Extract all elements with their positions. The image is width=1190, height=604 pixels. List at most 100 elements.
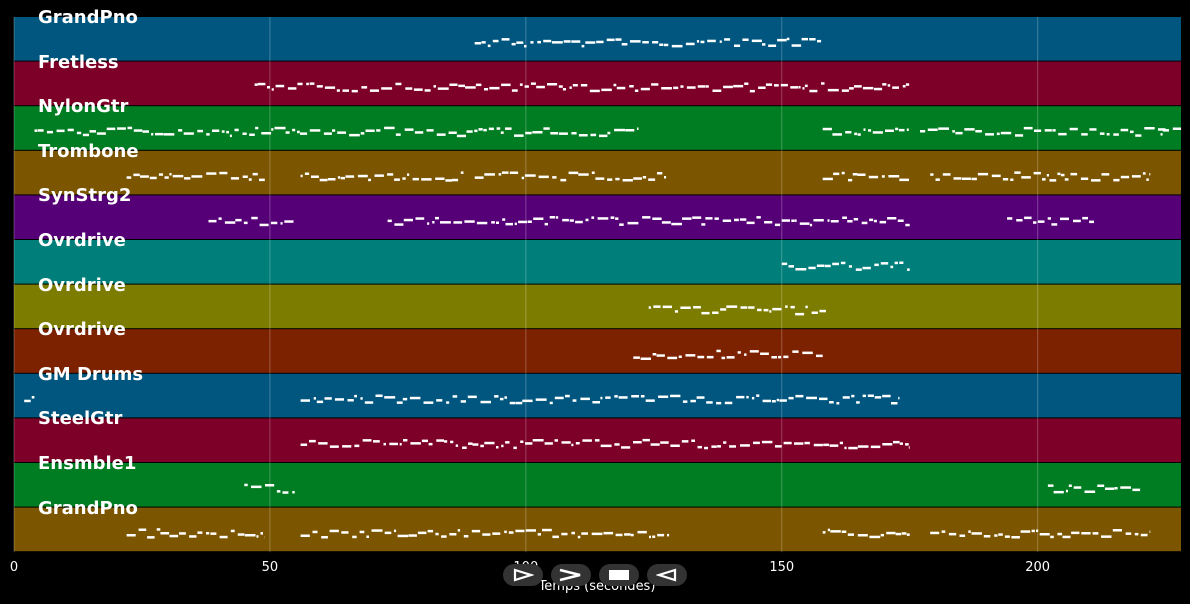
x-tick-label: 150 (769, 560, 795, 575)
note (862, 86, 874, 90)
note (873, 219, 877, 223)
note (31, 396, 35, 399)
note (629, 85, 634, 88)
note (371, 529, 383, 532)
note (663, 43, 669, 47)
note (234, 128, 239, 132)
note (359, 530, 365, 534)
note (870, 445, 881, 449)
note (968, 530, 971, 533)
note (1060, 173, 1065, 177)
note (657, 533, 665, 537)
note (667, 533, 670, 537)
note (899, 442, 903, 445)
note (189, 535, 197, 538)
note (428, 442, 433, 446)
track-label: Fretless (38, 51, 119, 73)
note (906, 128, 909, 131)
track-notes (300, 438, 910, 450)
note (603, 531, 614, 535)
note (930, 173, 934, 176)
note (736, 395, 745, 399)
note (621, 446, 631, 449)
note (830, 530, 841, 533)
note (389, 442, 398, 446)
note (757, 308, 762, 312)
note (778, 355, 782, 359)
note (251, 216, 258, 220)
note (319, 178, 328, 182)
note (254, 83, 258, 86)
note (868, 175, 879, 179)
note (863, 128, 866, 131)
note (749, 89, 755, 93)
note (952, 130, 955, 133)
note (659, 43, 664, 46)
note (183, 132, 194, 135)
note (681, 440, 689, 443)
note (474, 42, 482, 45)
note (769, 310, 772, 313)
note (1049, 179, 1057, 182)
note (487, 44, 491, 48)
note (395, 133, 401, 136)
note (885, 129, 894, 132)
track-band (14, 507, 1181, 552)
stop-button[interactable] (599, 564, 639, 586)
note (206, 532, 210, 535)
note (274, 126, 286, 130)
note (726, 356, 735, 359)
note (902, 85, 906, 88)
note (435, 177, 445, 180)
note (524, 85, 529, 88)
fast-forward-icon (559, 568, 581, 582)
fast-forward-button[interactable] (551, 564, 591, 586)
note (813, 443, 823, 447)
note (670, 444, 680, 447)
note (478, 128, 483, 131)
note (905, 223, 910, 227)
note (257, 82, 266, 86)
note (726, 305, 738, 308)
note (374, 174, 384, 177)
note (591, 216, 595, 219)
note (126, 534, 136, 537)
note (799, 222, 810, 225)
note (959, 534, 966, 537)
note (514, 222, 517, 226)
note (762, 43, 766, 46)
note (552, 535, 559, 539)
note (1091, 179, 1101, 182)
play-button[interactable] (503, 564, 543, 586)
note (717, 445, 721, 448)
note (733, 84, 744, 88)
track-band (14, 329, 1181, 373)
note (637, 530, 647, 534)
note (854, 132, 858, 136)
note (158, 173, 163, 176)
note (407, 173, 410, 176)
note (449, 533, 457, 536)
note (1089, 128, 1097, 131)
note (292, 491, 295, 494)
note (502, 218, 506, 221)
note (862, 394, 866, 398)
note (1000, 131, 1012, 135)
note (452, 178, 459, 182)
rewind-button[interactable] (647, 564, 687, 586)
note (935, 178, 940, 181)
note (552, 176, 557, 179)
note (373, 440, 380, 443)
note (682, 217, 692, 220)
note (149, 176, 157, 180)
note (525, 442, 533, 445)
note (569, 219, 574, 222)
note (399, 443, 402, 446)
note (1101, 535, 1112, 538)
note (615, 177, 620, 181)
note (271, 88, 274, 91)
note (498, 173, 502, 176)
track-notes (633, 349, 823, 360)
note (1120, 128, 1129, 132)
note (615, 217, 619, 220)
